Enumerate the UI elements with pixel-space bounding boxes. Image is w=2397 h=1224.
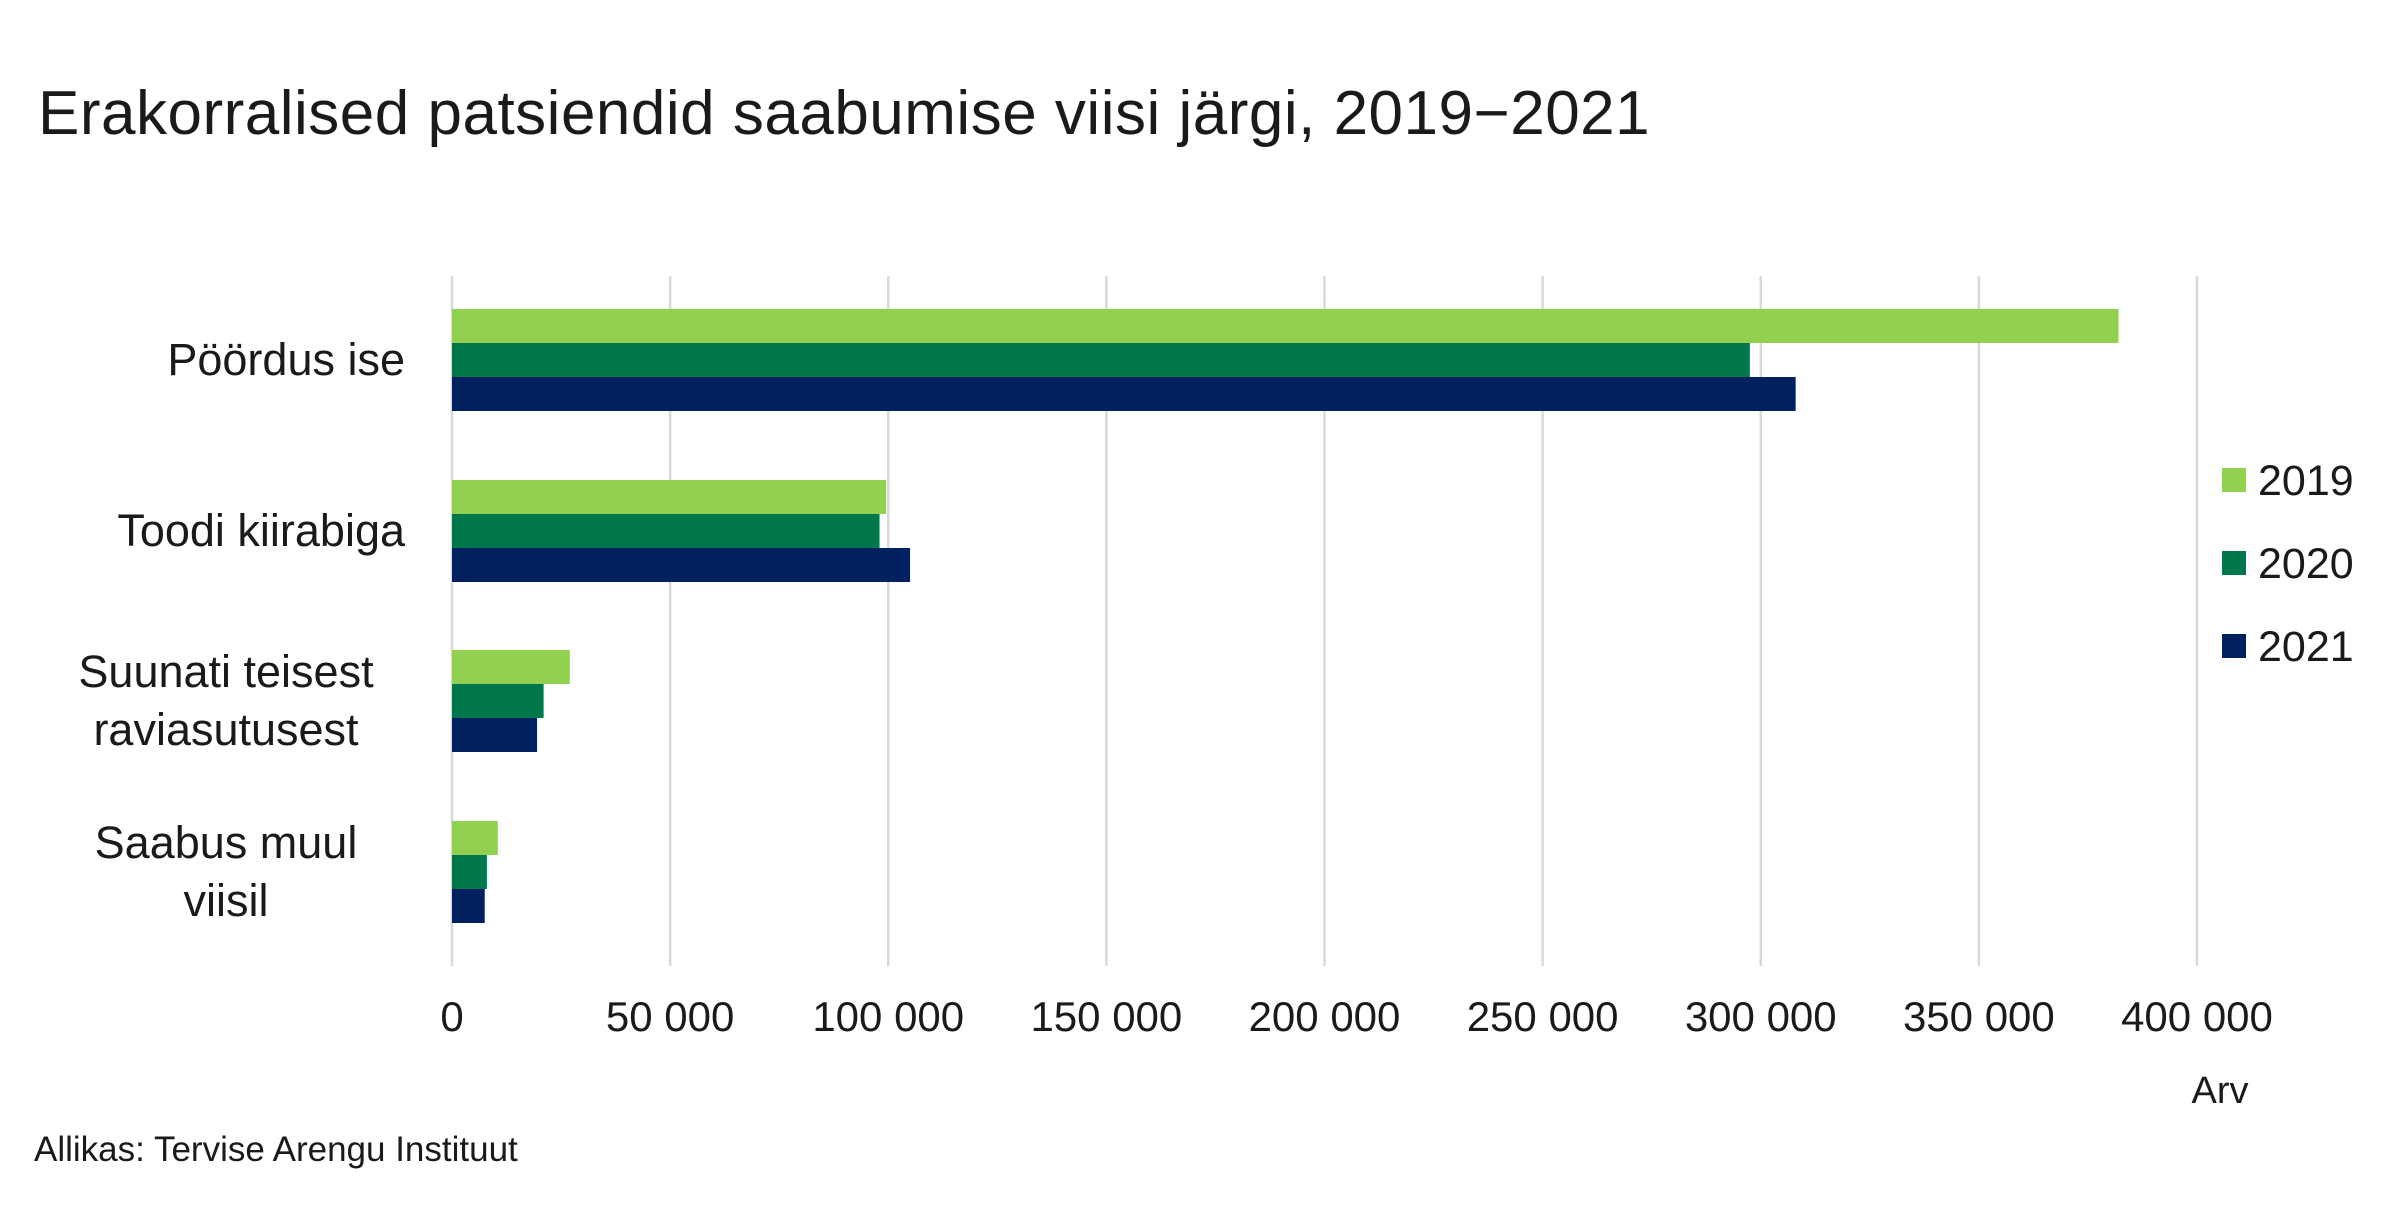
- bar-2020: [452, 343, 1750, 377]
- legend-label-2020: 2020: [2258, 540, 2354, 588]
- bars: [452, 309, 2119, 923]
- legend-label-2021: 2021: [2258, 623, 2354, 671]
- chart-title: Erakorralised patsiendid saabumise viisi…: [38, 79, 1651, 148]
- legend-swatch-2021: [2222, 634, 2246, 658]
- category-labels: Pöördus ise Toodi kiirabiga Suunati teises…: [78, 334, 406, 926]
- bar-2019: [452, 480, 887, 514]
- legend-swatch-2020: [2222, 551, 2246, 575]
- category-label: Toodi kiirabiga: [117, 505, 406, 556]
- x-tick-label: 100 000: [812, 993, 964, 1040]
- bar-2021: [452, 718, 538, 752]
- bar-2021: [452, 548, 911, 582]
- bar-2020: [452, 514, 880, 548]
- x-tick-label: 400 000: [2121, 993, 2273, 1040]
- bar-2019: [452, 309, 2119, 343]
- bar-2019: [452, 650, 570, 684]
- bar-2021: [452, 889, 485, 923]
- category-label: Pöördus ise: [167, 334, 405, 385]
- bar-2019: [452, 821, 498, 855]
- x-tick-label: 50 000: [606, 993, 734, 1040]
- category-label: raviasutusest: [93, 704, 359, 755]
- x-axis-title: Arv: [2192, 1070, 2249, 1112]
- bar-2020: [452, 684, 544, 718]
- legend-label-2019: 2019: [2258, 457, 2354, 505]
- x-tick-label: 300 000: [1685, 993, 1837, 1040]
- category-label: Suunati teisest: [78, 646, 374, 697]
- source-note: Allikas: Tervise Arengu Instituut: [34, 1130, 518, 1169]
- x-tick-label: 350 000: [1903, 993, 2055, 1040]
- legend: 2019 2020 2021: [2222, 457, 2354, 671]
- x-axis-ticks: 0 50 000 100 000 150 000 200 000 250 000 300 0…: [440, 993, 2273, 1040]
- category-label: viisil: [184, 875, 269, 926]
- bar-2020: [452, 855, 487, 889]
- x-tick-label: 150 000: [1030, 993, 1182, 1040]
- category-label: Saabus muul: [95, 817, 358, 868]
- x-tick-label: 200 000: [1249, 993, 1401, 1040]
- x-tick-label: 0: [440, 993, 463, 1040]
- x-tick-label: 250 000: [1467, 993, 1619, 1040]
- bar-2021: [452, 377, 1796, 411]
- legend-swatch-2019: [2222, 468, 2246, 492]
